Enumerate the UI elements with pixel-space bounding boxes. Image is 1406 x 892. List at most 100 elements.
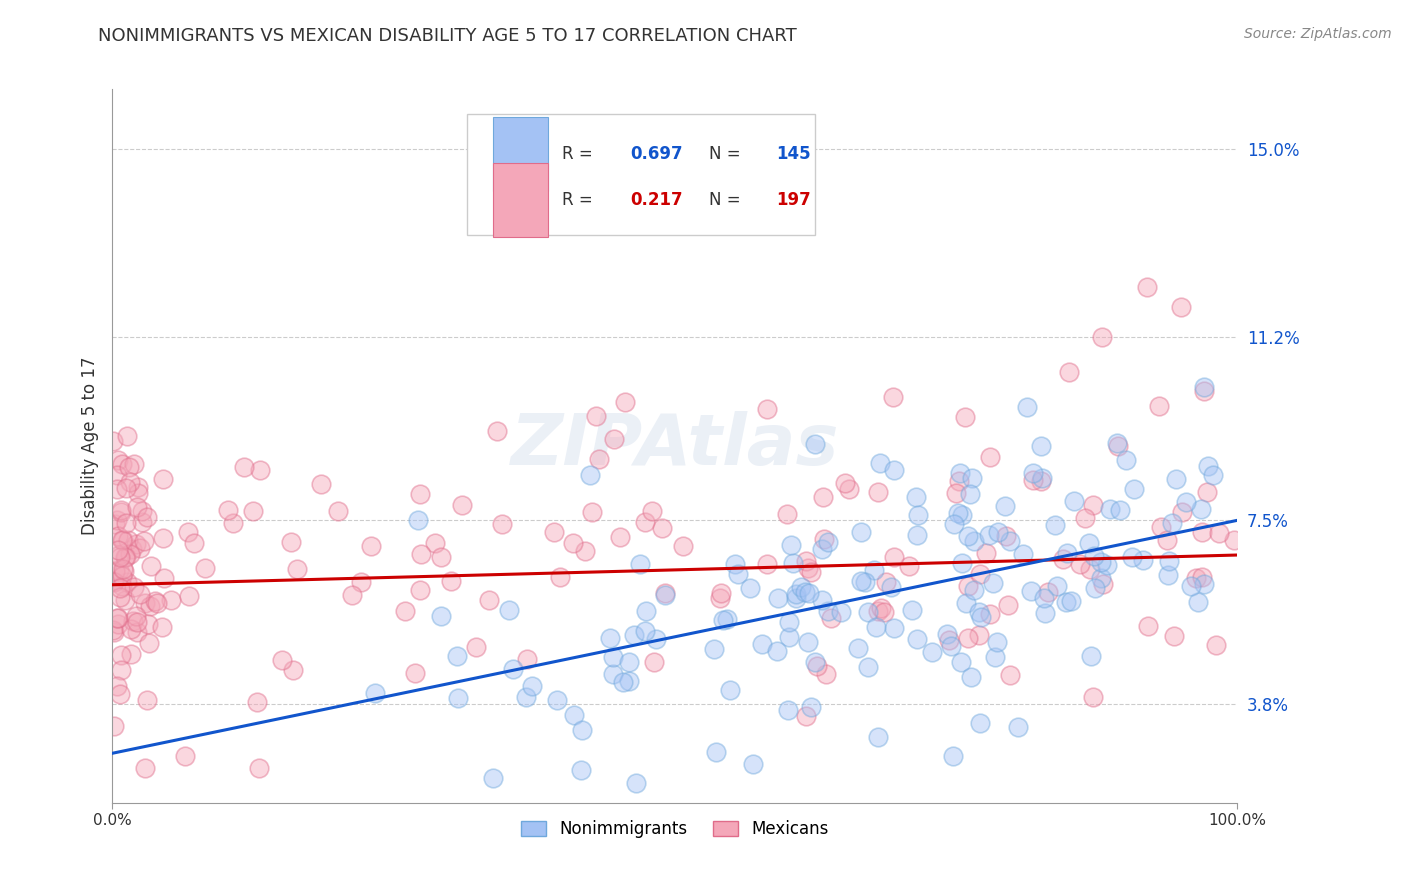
Point — [114, 550, 136, 565]
Point — [800, 699, 823, 714]
Point — [271, 652, 294, 666]
Text: 145: 145 — [776, 145, 811, 163]
Point — [134, 761, 156, 775]
Point — [1031, 474, 1053, 488]
Point — [406, 513, 429, 527]
Point — [112, 564, 135, 578]
Point — [152, 531, 174, 545]
Point — [1163, 629, 1185, 643]
Point — [1046, 579, 1069, 593]
Point — [124, 458, 146, 472]
Point — [115, 429, 138, 443]
Point — [1175, 495, 1198, 509]
Point — [105, 514, 128, 528]
Point — [110, 648, 132, 663]
Point — [710, 586, 733, 600]
Point — [111, 533, 134, 547]
Point — [724, 557, 747, 571]
Point — [1223, 533, 1246, 547]
Point — [105, 679, 128, 693]
Point — [811, 541, 834, 556]
Point — [132, 534, 155, 549]
Point — [571, 723, 593, 737]
Point — [974, 546, 997, 560]
Point — [1136, 280, 1159, 294]
Point — [1205, 638, 1227, 652]
Point — [134, 596, 156, 610]
Point — [849, 524, 872, 539]
Point — [1060, 594, 1083, 608]
Point — [103, 575, 125, 590]
Point — [1033, 591, 1056, 605]
Point — [107, 617, 129, 632]
Point — [124, 537, 146, 551]
Point — [872, 605, 894, 619]
Point — [465, 640, 488, 655]
Point — [103, 574, 125, 588]
Point — [152, 472, 174, 486]
Point — [948, 474, 970, 488]
Point — [869, 456, 891, 470]
Point — [103, 719, 125, 733]
Point — [485, 424, 508, 438]
Point — [1180, 579, 1202, 593]
Point — [1090, 571, 1112, 585]
Point — [1137, 619, 1160, 633]
Point — [998, 668, 1021, 682]
Point — [834, 475, 856, 490]
Point — [446, 648, 468, 663]
Text: N =: N = — [709, 145, 745, 163]
Point — [599, 632, 621, 646]
Point — [173, 749, 195, 764]
Point — [1191, 569, 1213, 583]
Point — [122, 615, 145, 629]
Point — [1171, 505, 1194, 519]
Point — [1092, 577, 1115, 591]
Text: R =: R = — [562, 191, 599, 209]
Point — [108, 687, 131, 701]
Point — [766, 591, 789, 605]
Point — [562, 708, 585, 723]
Point — [515, 690, 537, 705]
Point — [651, 521, 673, 535]
Point — [430, 609, 453, 624]
Point — [628, 557, 651, 571]
Point — [853, 575, 876, 590]
Point — [1121, 549, 1143, 564]
Point — [138, 635, 160, 649]
Point — [1069, 557, 1091, 571]
Point — [1017, 400, 1039, 414]
Point — [1156, 533, 1178, 548]
Text: Source: ZipAtlas.com: Source: ZipAtlas.com — [1244, 27, 1392, 41]
Point — [602, 650, 624, 665]
Point — [120, 623, 142, 637]
Point — [780, 538, 803, 552]
Point — [704, 745, 727, 759]
Point — [617, 674, 640, 689]
Point — [447, 691, 470, 706]
Point — [146, 596, 169, 610]
Point — [409, 547, 432, 561]
Point — [1091, 330, 1114, 344]
Point — [813, 533, 835, 547]
Point — [233, 460, 256, 475]
Y-axis label: Disability Age 5 to 17: Disability Age 5 to 17 — [80, 357, 98, 535]
Point — [107, 529, 129, 543]
Point — [107, 543, 129, 558]
Point — [955, 410, 977, 425]
Point — [945, 486, 967, 500]
Point — [1022, 467, 1045, 481]
Point — [969, 566, 991, 581]
Point — [957, 579, 980, 593]
Point — [1197, 458, 1219, 473]
Point — [727, 567, 749, 582]
Point — [136, 616, 159, 631]
Point — [127, 480, 149, 494]
Point — [868, 730, 890, 744]
Point — [967, 605, 990, 619]
Point — [870, 600, 893, 615]
Point — [882, 391, 904, 405]
Point — [280, 535, 302, 549]
Point — [901, 603, 924, 617]
Point — [623, 627, 645, 641]
